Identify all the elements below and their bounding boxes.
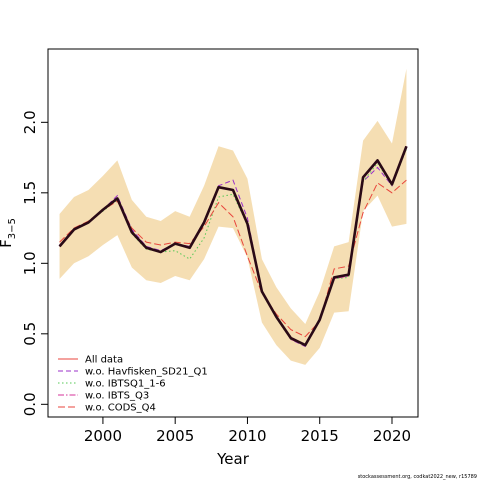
y-tick-label: 2.0 — [21, 110, 39, 134]
y-tick-label: 1.5 — [21, 181, 39, 205]
x-tick-label: 2015 — [301, 427, 339, 445]
series-line-2 — [59, 147, 407, 348]
y-axis-title-group: F3−5 — [0, 218, 18, 248]
x-tick-label: 2010 — [228, 427, 266, 445]
y-tick-label: 0.0 — [21, 392, 39, 416]
y-tick-label: 1.0 — [21, 251, 39, 275]
y-axis-title-subscript: 3−5 — [7, 218, 18, 239]
legend-label-2: w.o. Havfisken_SD21_Q1 — [85, 367, 208, 378]
main-line-layer — [58, 145, 408, 347]
x-axis-title: Year — [216, 450, 250, 468]
y-tick-label: 0.5 — [21, 322, 39, 346]
legend-label-4: w.o. IBTS_Q3 — [85, 391, 149, 402]
x-tick-label: 2005 — [156, 427, 194, 445]
x-tick-label: 2000 — [84, 427, 122, 445]
legend-label-5: w.o. CODS_Q4 — [85, 403, 156, 414]
main-estimate-line — [58, 145, 408, 347]
y-axis-title: F3−5 — [0, 218, 18, 248]
footnote: stockassessment.org, codkat2022_new, r15… — [358, 474, 477, 480]
y-axis-title-main: F — [0, 239, 15, 248]
y-axis: 0.0 0.5 1.0 1.5 2.0 — [21, 110, 48, 416]
x-axis: 2000 2005 2010 2015 2020 — [84, 416, 411, 445]
legend-label-3: w.o. IBTSQ1_1-6 — [85, 379, 166, 390]
x-tick-label: 2020 — [373, 427, 411, 445]
legend-label-1: All data — [85, 355, 123, 366]
